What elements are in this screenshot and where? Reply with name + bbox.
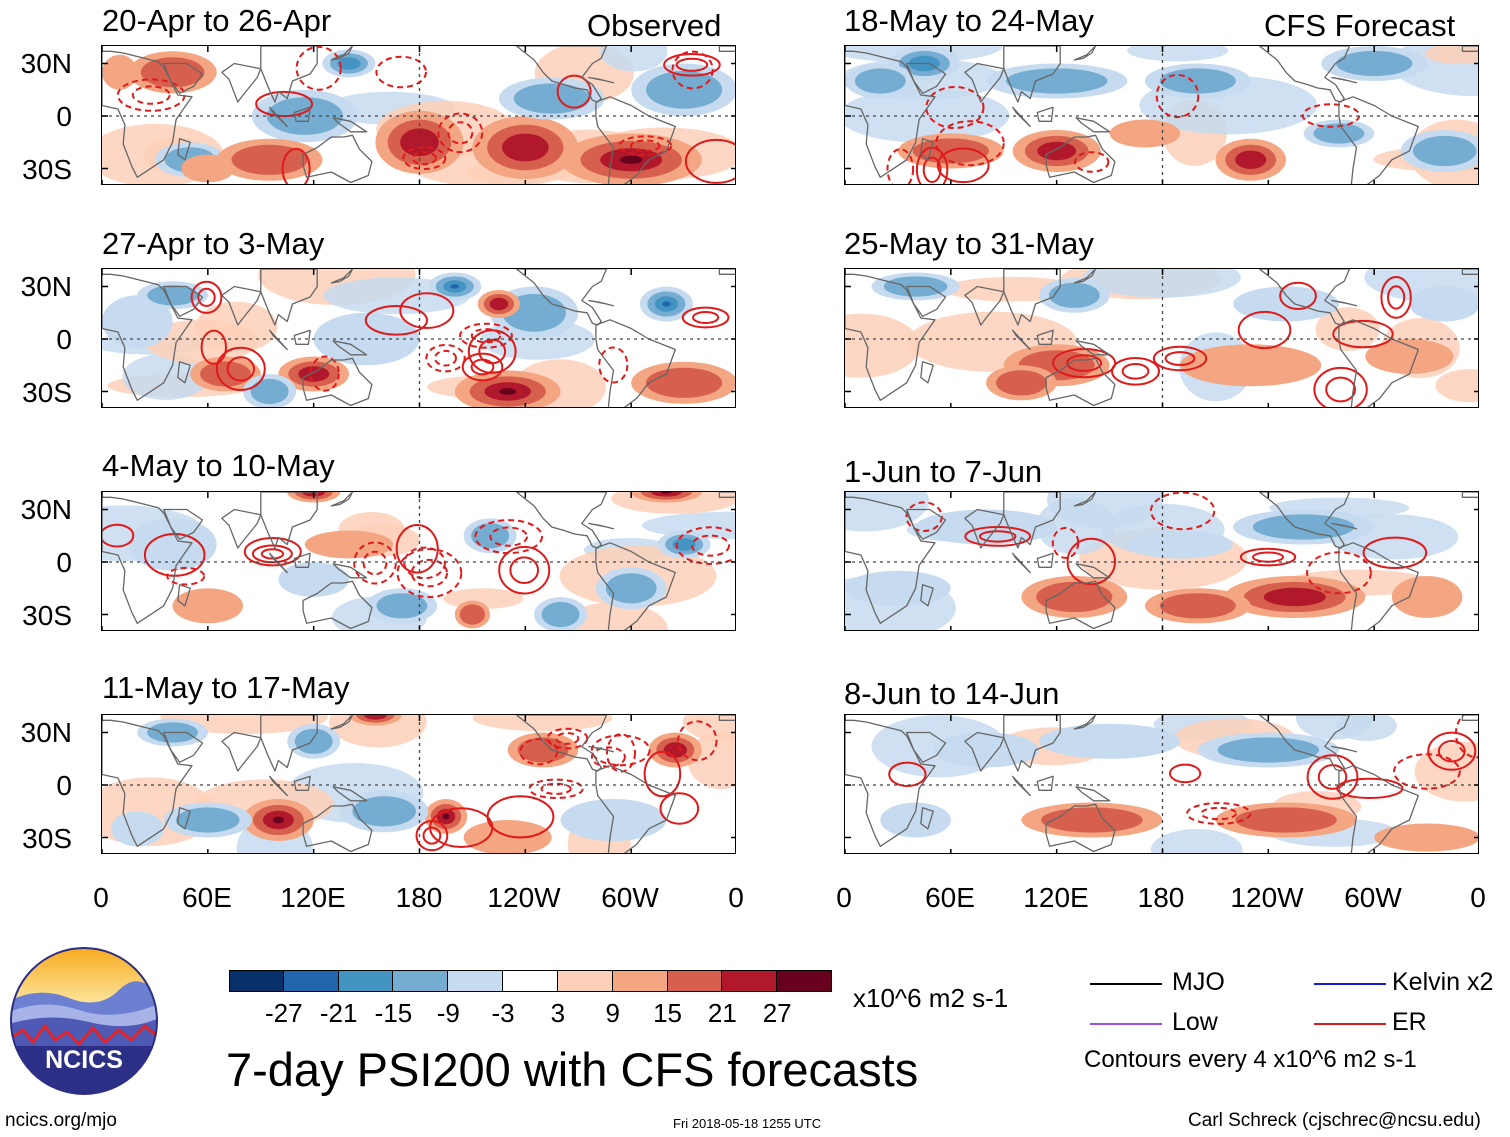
colorbar-segment: [283, 970, 339, 992]
contour-note: Contours every 4 x10^6 m2 s-1: [1084, 1046, 1417, 1073]
legend-label-low: Low: [1172, 1008, 1218, 1036]
lon-label: 60E: [182, 882, 232, 913]
legend-line-kelvin: [1314, 983, 1386, 985]
main-title: 7-day PSI200 with CFS forecasts: [226, 1043, 919, 1096]
colorbar-tick-label: -21: [319, 998, 358, 1028]
psi200-anomaly-map: [102, 715, 735, 853]
legend-line-er: [1314, 1023, 1386, 1025]
colorbar-segment: [338, 970, 394, 992]
colorbar-segment: [229, 970, 284, 992]
psi200-anomaly-map: [845, 46, 1478, 184]
footer-credit: Carl Schreck (cjschrec@ncsu.edu): [1188, 1110, 1481, 1131]
lat-label: 0: [56, 770, 72, 801]
lon-label: 180: [395, 882, 443, 913]
lon-label: 180: [1137, 882, 1185, 913]
lat-label: 30S: [22, 823, 72, 854]
legend-label-mjo: MJO: [1172, 968, 1225, 996]
units-label: x10^6 m2 s-1: [853, 983, 1009, 1013]
lat-label: 30N: [20, 48, 72, 79]
colorbar-segment: [393, 970, 449, 992]
colorbar-tick-label: 3: [550, 998, 566, 1028]
lat-label: 30S: [22, 600, 72, 631]
colorbar-segment: [722, 970, 778, 992]
observed-header: Observed: [587, 8, 722, 43]
lon-label: 60W: [1344, 882, 1402, 913]
lon-label: 120W: [487, 882, 561, 913]
footer-timestamp: Fri 2018-05-18 1255 UTC: [673, 1116, 822, 1131]
lon-label: 60E: [925, 882, 975, 913]
colorbar-tick-label: 21: [707, 998, 737, 1028]
lon-label: 120E: [1023, 882, 1089, 913]
forecast-header: CFS Forecast: [1264, 8, 1456, 43]
lat-label: 0: [56, 101, 72, 132]
lat-label: 30N: [20, 717, 72, 748]
panel-title-obs-3: 4-May to 10-May: [102, 448, 335, 483]
lat-label: 30N: [20, 271, 72, 302]
psi200-anomaly-map: [102, 492, 735, 630]
psi200-anomaly-map: [845, 715, 1478, 853]
colorbar-segment: [557, 970, 613, 992]
lon-label: 0: [93, 882, 109, 913]
legend-line-low: [1090, 1023, 1162, 1025]
panel-title-fcst-4: 8-Jun to 14-Jun: [844, 676, 1060, 711]
colorbar-tick-label: -9: [436, 998, 460, 1028]
colorbar-segment: [503, 970, 558, 992]
psi200-anomaly-map: [102, 46, 735, 184]
colorbar-segment: [612, 970, 668, 992]
psi200-anomaly-map: [102, 269, 735, 407]
lat-label: 30S: [22, 154, 72, 185]
colorbar-tick-label: 27: [762, 998, 792, 1028]
map-panel-obs-3: [101, 491, 736, 631]
map-panel-fcst-4: [844, 714, 1479, 854]
psi200-anomaly-map: [845, 492, 1478, 630]
map-panel-obs-1: [101, 45, 736, 185]
colorbar-tick-label: 15: [653, 998, 682, 1028]
lon-label: 0: [836, 882, 852, 913]
colorbar-tick-label: -27: [265, 998, 303, 1028]
lon-label: 120W: [1230, 882, 1304, 913]
lat-label: 0: [56, 547, 72, 578]
colorbar-tick-label: -3: [491, 998, 515, 1028]
ncics-logo-text: NCICS: [45, 1046, 123, 1074]
map-panel-obs-4: [101, 714, 736, 854]
map-panel-obs-2: [101, 268, 736, 408]
panel-title-fcst-2: 25-May to 31-May: [844, 226, 1094, 261]
lon-label: 0: [1470, 882, 1486, 913]
colorbar-segment: [777, 970, 832, 992]
lat-label: 30N: [20, 494, 72, 525]
map-panel-fcst-1: [844, 45, 1479, 185]
map-panel-fcst-2: [844, 268, 1479, 408]
footer-url[interactable]: ncics.org/mjo: [5, 1110, 117, 1131]
panel-title-obs-4: 11-May to 17-May: [102, 670, 350, 705]
colorbar-tick-label: -15: [374, 998, 413, 1028]
lon-label: 120E: [280, 882, 346, 913]
psi200-anomaly-map: [845, 269, 1478, 407]
lon-label: 60W: [601, 882, 659, 913]
legend-label-er: ER: [1392, 1008, 1427, 1036]
panel-title-fcst-3: 1-Jun to 7-Jun: [844, 454, 1043, 489]
colorbar-tick-label: 9: [605, 998, 620, 1028]
map-panel-fcst-3: [844, 491, 1479, 631]
colorbar-segment: [667, 970, 723, 992]
ncics-logo: NCICS: [10, 947, 158, 1095]
legend-line-mjo: [1090, 983, 1162, 985]
colorbar-segment: [448, 970, 504, 992]
panel-title-obs-1: 20-Apr to 26-Apr: [102, 3, 332, 38]
lat-label: 30S: [22, 377, 72, 408]
panel-title-obs-2: 27-Apr to 3-May: [102, 226, 325, 261]
lat-label: 0: [56, 324, 72, 355]
lon-label: 0: [728, 882, 744, 913]
legend-label-kelvin: Kelvin x2: [1392, 968, 1494, 996]
panel-title-fcst-1: 18-May to 24-May: [844, 3, 1094, 38]
